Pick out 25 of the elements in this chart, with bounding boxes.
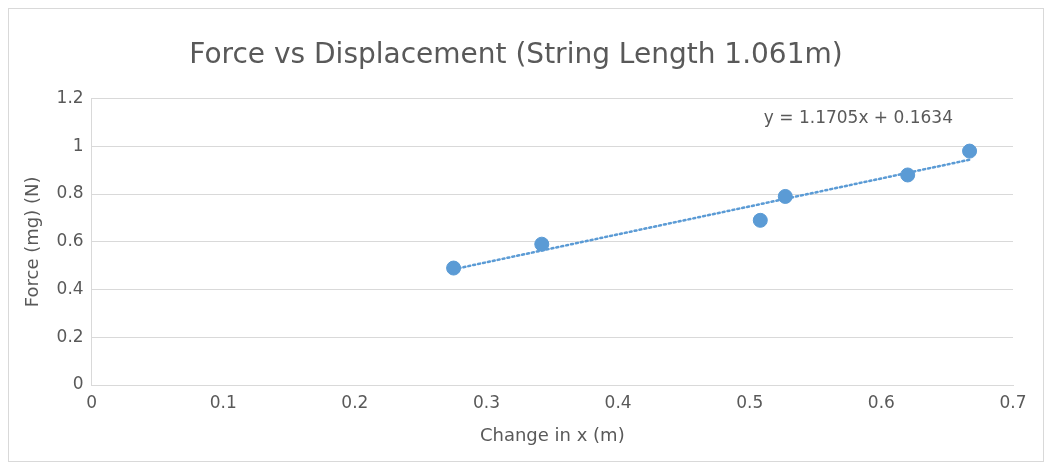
x-tick-label: 0.1 [209,391,237,412]
point [962,143,978,159]
y-tick-label: 0.6 [56,230,84,251]
x-tick-label: 0.7 [999,391,1027,412]
x-tick-label: 0.6 [867,391,895,412]
x-tick-label: 0.5 [736,391,764,412]
y-tick-label: 1.2 [56,87,84,108]
point [446,260,462,276]
y-axis-title: Force (mg) (N) [21,176,43,308]
annotation: y = 1.1705x + 0.1634 [763,107,953,128]
x-axis-title: Change in x (m) [479,423,625,445]
point [900,167,916,183]
x-tick-label: 0.4 [604,391,632,412]
y-tick-label: 0.2 [56,325,84,346]
x-tick-label: 0.2 [341,391,369,412]
x-tick-label: 0.3 [472,391,501,412]
y-tick-label: 1 [72,134,84,155]
x-tick-label: 0 [86,391,98,412]
point [752,212,768,228]
point [777,188,793,204]
y-tick-label: 0.4 [56,277,84,298]
y-tick-label: 0 [72,373,84,394]
y-tick-label: 0.8 [56,182,84,203]
point [534,236,550,252]
chart-title: Force vs Displacement (String Length 1.061m) [189,37,843,71]
